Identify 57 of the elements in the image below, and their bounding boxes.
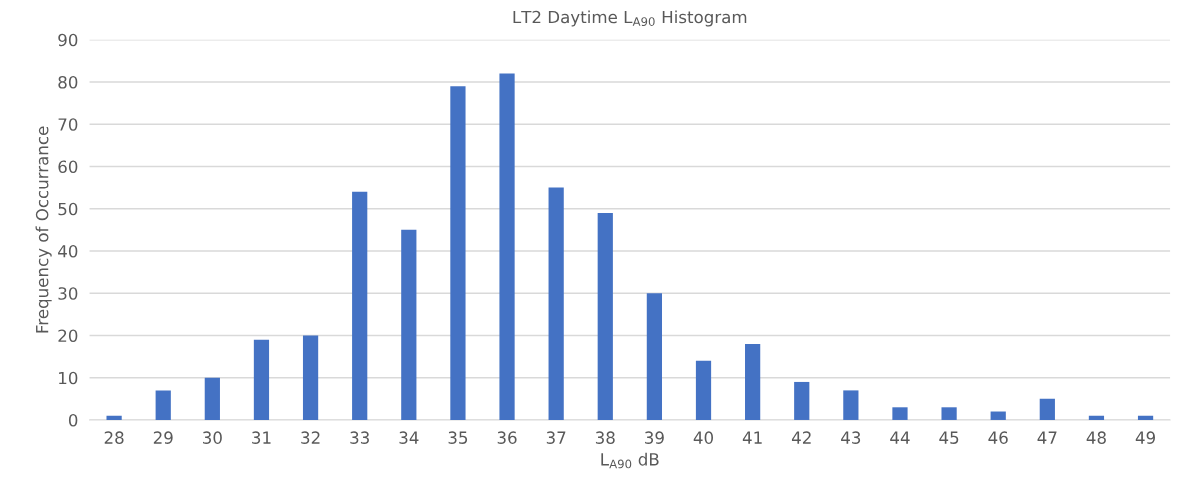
bar (892, 407, 908, 420)
y-tick-label: 70 (58, 118, 78, 131)
x-tick-label: 37 (546, 431, 566, 444)
x-tick-label: 39 (645, 431, 664, 444)
x-tick-label: 38 (595, 431, 615, 444)
bar (745, 343, 761, 420)
x-tick-label: 32 (301, 431, 320, 444)
y-tick-label: 20 (58, 329, 78, 343)
x-tick-label: 48 (1086, 431, 1106, 444)
y-tick-label: 50 (58, 202, 78, 216)
y-tick-label: 40 (58, 244, 78, 258)
bar (499, 73, 515, 420)
x-axis-title: L$_{A90}$ dB (601, 452, 659, 469)
bar (253, 339, 270, 420)
bar (204, 377, 220, 420)
y-tick-label: 60 (58, 160, 78, 174)
y-tick-label: 80 (58, 75, 78, 89)
x-tick-label: 30 (203, 431, 222, 444)
y-tick-label: 10 (59, 371, 78, 385)
x-tick-label: 45 (939, 431, 959, 444)
x-tick-label: 33 (350, 431, 369, 444)
bar (352, 191, 368, 420)
bar (695, 360, 712, 420)
y-tick-label: 0 (68, 413, 78, 427)
x-tick-label: 40 (693, 431, 714, 444)
bar (155, 390, 171, 420)
bar (941, 407, 957, 420)
bar (401, 229, 417, 420)
x-tick-label: 28 (104, 431, 124, 444)
x-tick-label: 29 (153, 431, 173, 444)
bar (843, 390, 859, 420)
y-axis-title: Frequency of Occurrance (35, 126, 52, 333)
x-tick-label: 47 (1037, 431, 1057, 444)
chart-title: LT2 Daytime L$_{A90}$ Histogram (513, 10, 747, 27)
bar (1137, 415, 1154, 420)
bar (450, 86, 466, 420)
x-tick-label: 42 (791, 431, 811, 444)
bar (302, 335, 319, 420)
bar (1039, 398, 1055, 420)
bar (990, 411, 1006, 420)
x-tick-label: 49 (1135, 431, 1155, 444)
x-tick-label: 44 (890, 431, 910, 444)
x-tick-label: 36 (497, 431, 517, 444)
x-tick-label: 34 (399, 431, 419, 444)
bar (106, 415, 122, 420)
x-tick-label: 41 (742, 431, 762, 444)
y-tick-label: 30 (58, 287, 78, 300)
bar (1088, 415, 1105, 420)
y-tick-label: 90 (58, 33, 78, 47)
bar (597, 212, 613, 420)
bar (548, 187, 564, 420)
x-tick-label: 31 (252, 431, 271, 444)
x-tick-label: 46 (988, 431, 1008, 444)
bar (794, 381, 810, 420)
bar (646, 293, 663, 420)
x-tick-label: 35 (448, 431, 468, 444)
x-tick-label: 43 (841, 431, 861, 444)
